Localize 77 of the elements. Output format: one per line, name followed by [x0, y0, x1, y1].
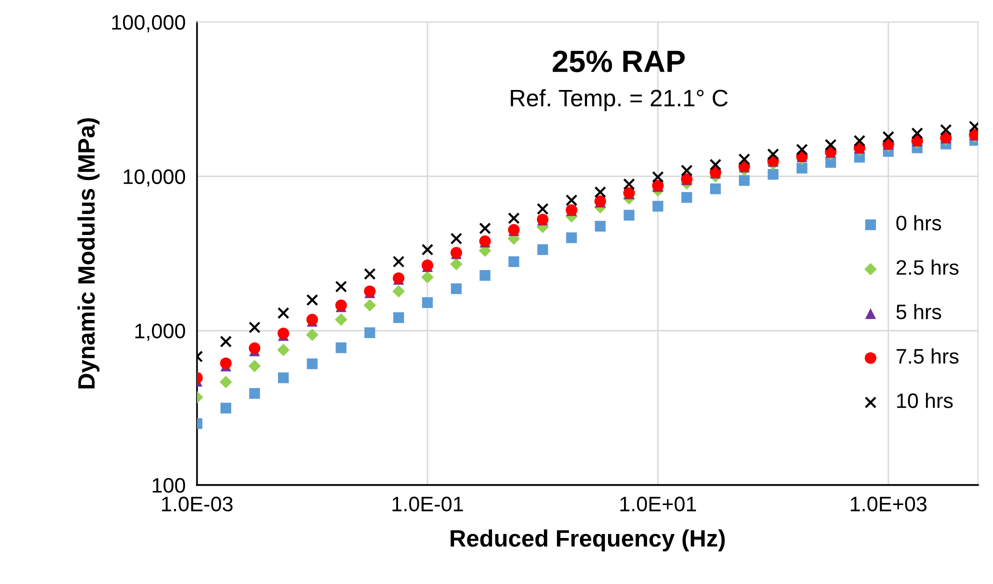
point [680, 164, 693, 177]
point [594, 186, 606, 198]
point [566, 232, 577, 244]
y-tick-label: 100 [152, 478, 186, 493]
point [277, 307, 290, 320]
text: 25% RAP [552, 50, 685, 72]
point [825, 157, 836, 168]
point [796, 144, 808, 156]
point [854, 134, 866, 147]
point [306, 328, 318, 342]
point [249, 388, 260, 399]
point [450, 283, 462, 294]
point [392, 285, 405, 298]
legend-label: 5 hrs [896, 304, 942, 320]
point [681, 192, 692, 203]
point [450, 258, 463, 270]
point [278, 328, 290, 340]
y-tick-label: 1,000 [135, 324, 186, 341]
point [278, 372, 289, 384]
x-axis-title: Reduced Frequency (Hz) [450, 529, 725, 552]
point [392, 256, 405, 268]
point [508, 212, 520, 224]
point [306, 358, 318, 370]
point [336, 342, 346, 354]
point [710, 183, 721, 194]
point [421, 244, 434, 256]
point [796, 162, 808, 174]
point [335, 280, 348, 293]
point [248, 321, 261, 334]
legend-label: 0 hrs [896, 215, 942, 230]
x-tick-label: 1.0E+01 [620, 496, 696, 512]
point [220, 402, 232, 414]
x-tick-label: 1.0E-01 [392, 496, 463, 512]
x-tick-label: 1.0E-03 [162, 496, 233, 512]
point [220, 376, 232, 388]
y-tick-label: 10,000 [124, 169, 186, 187]
point [364, 299, 376, 312]
point [220, 336, 232, 348]
point [738, 153, 750, 166]
point [624, 210, 634, 221]
point [594, 220, 606, 232]
point [480, 270, 490, 281]
point [508, 256, 520, 268]
text: Ref. Temp. = 21.1° C [510, 89, 728, 112]
legend-label: 7.5 hrs [896, 348, 959, 364]
point [393, 312, 404, 323]
point [882, 130, 894, 143]
point [306, 294, 318, 306]
point [710, 158, 722, 171]
point [248, 360, 261, 372]
point [537, 244, 548, 256]
x-tick-label: 1.0E+03 [850, 496, 927, 512]
point [277, 344, 290, 356]
point [248, 342, 260, 354]
legend-label: 10 hrs [897, 392, 953, 408]
point [738, 175, 750, 186]
point [422, 297, 433, 308]
point [824, 138, 837, 151]
point [364, 327, 376, 338]
point [421, 271, 434, 284]
point [536, 202, 549, 215]
point [652, 171, 664, 183]
point [768, 168, 778, 180]
point [767, 148, 780, 160]
point [911, 127, 924, 140]
legend-label: 2.5 hrs [896, 260, 959, 275]
point [479, 222, 491, 234]
point [450, 232, 462, 245]
point [940, 124, 952, 136]
point [220, 357, 232, 370]
point [652, 200, 664, 212]
point [623, 178, 636, 190]
y-axis-title: Dynamic Modulus (MPa) [77, 118, 100, 388]
point [566, 194, 578, 206]
y-tick-label: 100,000 [112, 15, 186, 32]
point [334, 313, 348, 326]
point [364, 268, 376, 280]
